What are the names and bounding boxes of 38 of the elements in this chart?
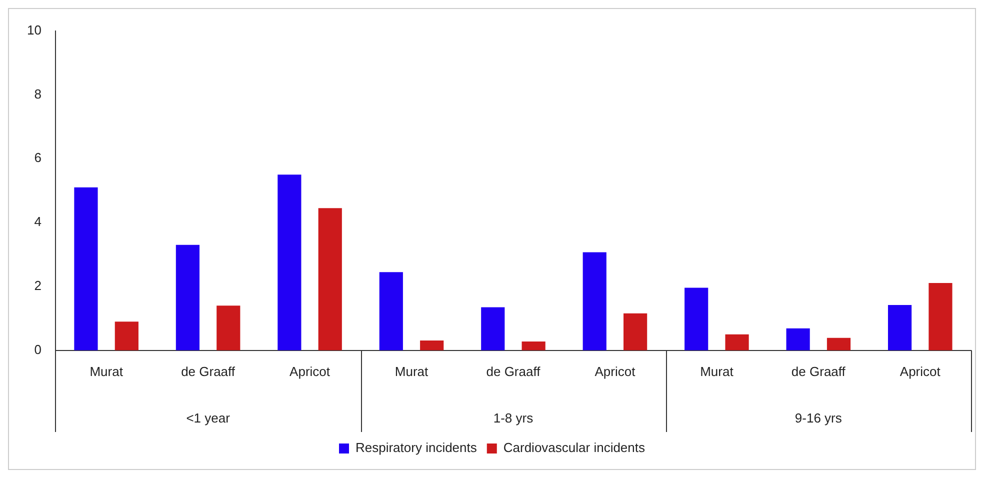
bar <box>684 288 708 350</box>
bar <box>888 305 912 350</box>
x-tick-label: Murat <box>90 364 124 379</box>
y-tick-label: 8 <box>34 86 42 102</box>
x-tick-label: de Graaff <box>791 364 846 379</box>
bar <box>582 252 606 350</box>
x-tick-label: de Graaff <box>486 364 541 379</box>
legend-label: Cardiovascular incidents <box>503 440 646 456</box>
y-tick-label: 0 <box>34 342 42 357</box>
x-tick-label: de Graaff <box>181 364 236 379</box>
x-tick-label: Murat <box>700 364 734 379</box>
text: 9-16 yrs <box>794 410 842 426</box>
y-tick-label: 2 <box>34 278 42 294</box>
x-tick-label: Apricot <box>290 364 330 379</box>
bar <box>379 272 403 350</box>
x-tick-label: Murat <box>394 364 429 379</box>
bar <box>826 338 851 350</box>
bar <box>114 322 138 350</box>
bar <box>522 341 546 350</box>
bar <box>725 334 749 350</box>
text: <1 year <box>186 410 231 426</box>
bar <box>786 328 810 350</box>
legend-label: Respiratory incidents <box>355 440 478 456</box>
bar <box>176 244 200 350</box>
x-tick-label: Apricot <box>900 364 941 379</box>
text: 1-8 yrs <box>493 410 534 426</box>
y-tick-label: 4 <box>34 214 42 230</box>
y-tick-label: 6 <box>34 150 42 166</box>
x-tick-label: Apricot <box>594 364 636 379</box>
bar <box>278 174 302 350</box>
bar <box>420 340 444 350</box>
bar <box>481 307 505 350</box>
bar <box>624 313 648 350</box>
bar <box>74 187 98 350</box>
bar <box>318 208 342 350</box>
y-tick-label: 10 <box>26 22 42 38</box>
bar <box>216 306 240 350</box>
bar <box>928 282 952 350</box>
